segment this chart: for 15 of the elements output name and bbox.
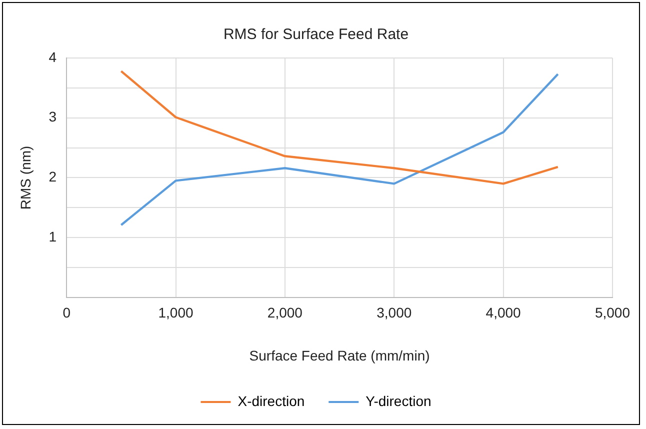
x-tick-label: 5,000: [594, 304, 630, 321]
chart-title: RMS for Surface Feed Rate: [223, 26, 409, 44]
x-tick-label: 2,000: [267, 304, 303, 321]
x-tick-label: 3,000: [376, 304, 412, 321]
y-tick-label: 2: [48, 168, 57, 185]
y-tick-label: 3: [48, 108, 57, 125]
x-axis-title: Surface Feed Rate (mm/min): [249, 347, 430, 364]
x-tick-label: 1,000: [158, 304, 194, 321]
legend-label: Y-direction: [366, 392, 432, 409]
y-tick-label: 4: [48, 48, 57, 65]
y-axis-title: RMS (nm): [17, 146, 34, 210]
legend-label: X-direction: [238, 392, 305, 409]
x-tick-label: 4,000: [486, 304, 522, 321]
x-tick-label: 0: [62, 304, 71, 321]
y-tick-label: 1: [48, 228, 57, 244]
